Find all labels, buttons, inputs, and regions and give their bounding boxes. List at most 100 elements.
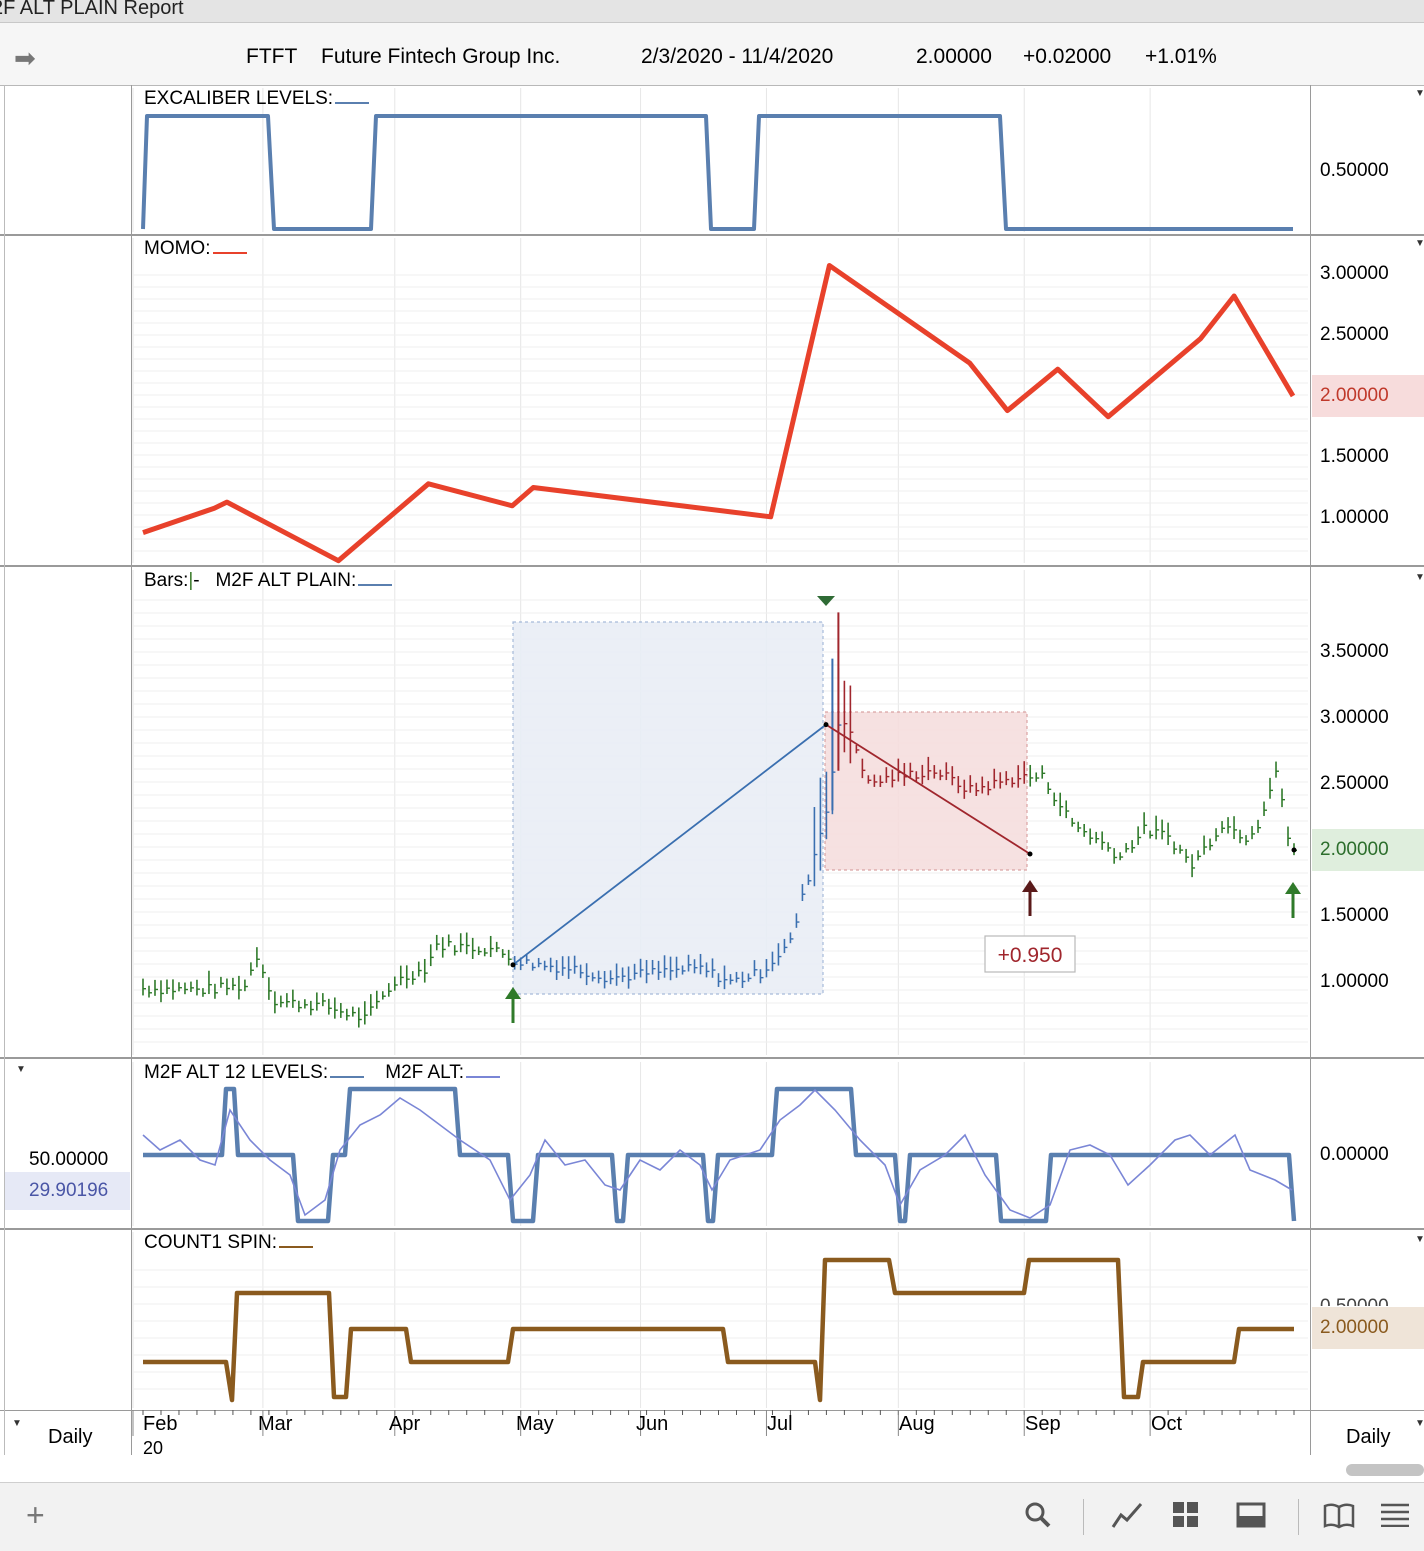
axis-divider <box>0 1410 1424 1411</box>
grid-icon[interactable] <box>1172 1501 1200 1536</box>
exit-arrow-icon <box>1022 880 1038 892</box>
last-price: 2.00000 <box>916 45 992 68</box>
month-label: Aug <box>899 1413 935 1435</box>
arrow-right-icon[interactable]: ➡ <box>14 43 36 73</box>
pivot-point <box>1027 851 1033 857</box>
ytick: 2.50000 <box>1320 773 1389 794</box>
ytick-partial: 0.50000 <box>1320 1296 1389 1306</box>
period-left[interactable]: Daily <box>48 1426 93 1448</box>
menu-icon[interactable] <box>1380 1501 1410 1534</box>
ytick: 3.50000 <box>1320 641 1389 662</box>
spin-current-value: 2.00000 <box>1312 1307 1424 1349</box>
search-icon[interactable] <box>1024 1501 1052 1536</box>
spin-label: COUNT1 SPIN: <box>144 1232 314 1254</box>
momo-label: MOMO: <box>144 238 247 260</box>
panel-menu-icon[interactable]: ▼ <box>1415 572 1424 583</box>
bars-current-value: 2.00000 <box>1312 829 1424 871</box>
ytick: 3.00000 <box>1320 263 1389 284</box>
alt12-left-value: 50.00000 <box>29 1149 109 1170</box>
momo-line <box>142 263 1296 564</box>
symbol-header: ➡ FTFT Future Fintech Group Inc. 2/3/202… <box>0 23 1424 86</box>
toolbar-separator <box>1298 1499 1299 1535</box>
excaliber-label: EXCALIBER LEVELS: <box>144 88 370 110</box>
m2f-plain-up <box>512 723 827 966</box>
annotation-text: +0.950 <box>998 944 1063 967</box>
panel-menu-icon[interactable]: ▼ <box>1415 238 1424 249</box>
sell-marker-icon <box>817 596 835 606</box>
bottom-toolbar: + <box>0 1482 1424 1551</box>
ytick: 1.50000 <box>1320 446 1389 467</box>
plain-label-text: M2F ALT PLAIN: <box>215 570 357 591</box>
alt12-left-current-text: 29.90196 <box>29 1180 109 1201</box>
symbol: FTFT <box>246 45 298 68</box>
window-title: 2F ALT PLAIN Report <box>0 0 184 19</box>
left-border <box>4 85 5 1455</box>
buy-arrow-icon <box>1285 882 1301 894</box>
company-name: Future Fintech Group Inc. <box>321 45 561 68</box>
period-right[interactable]: Daily <box>1346 1426 1391 1448</box>
panel-divider[interactable] <box>0 1228 1424 1230</box>
uptrend-box <box>512 621 824 995</box>
spin-current-text: 2.00000 <box>1320 1317 1389 1338</box>
year-label: 20 <box>143 1438 164 1458</box>
panel-menu-icon[interactable]: ▼ <box>16 1064 26 1075</box>
month-label: Jun <box>636 1413 669 1435</box>
spin-label-text: COUNT1 SPIN: <box>144 1232 278 1253</box>
panel-menu-icon[interactable]: ▼ <box>1415 1234 1424 1245</box>
excaliber-label-text: EXCALIBER LEVELS: <box>144 88 334 109</box>
panel-divider[interactable] <box>0 1057 1424 1059</box>
period-menu-icon[interactable]: ▼ <box>1415 1418 1424 1429</box>
date-range: 2/3/2020 - 11/4/2020 <box>641 45 834 68</box>
m2f-levels-line <box>143 1086 1297 1224</box>
pivot-point <box>1291 847 1297 853</box>
downtrend-box <box>824 711 1028 871</box>
alt12-label: M2F ALT 12 LEVELS: M2F ALT: <box>144 1062 501 1084</box>
panel-divider[interactable] <box>0 234 1424 236</box>
count1-spin-line <box>143 1257 1294 1403</box>
price-change-pct: +1.01% <box>1145 45 1217 68</box>
panel-divider[interactable] <box>0 565 1424 567</box>
right-axis-border <box>1310 85 1311 1455</box>
buy-arrow-icon <box>505 987 521 999</box>
ytick: 3.00000 <box>1320 707 1389 728</box>
ytick: 1.00000 <box>1320 971 1389 992</box>
m2f-alt-line <box>142 1088 1293 1219</box>
pivot-point <box>823 722 829 728</box>
left-axis-border <box>131 85 132 1455</box>
draw-icon[interactable] <box>1111 1501 1143 1536</box>
month-label: Mar <box>258 1413 293 1435</box>
period-menu-icon[interactable]: ▼ <box>12 1418 22 1429</box>
momo-current-text: 2.00000 <box>1320 385 1389 406</box>
momo-current-value: 2.00000 <box>1312 375 1424 417</box>
month-label: Jul <box>767 1413 793 1435</box>
ytick: 0.50000 <box>1320 160 1389 181</box>
layout-icon[interactable] <box>1236 1501 1266 1536</box>
alt-label-text: M2F ALT: <box>385 1062 465 1083</box>
m2f-plain-down <box>825 723 1031 855</box>
ytick: 1.50000 <box>1320 905 1389 926</box>
alt12-levels-label-text: M2F ALT 12 LEVELS: <box>144 1062 329 1083</box>
ytick: 2.50000 <box>1320 324 1389 345</box>
horizontal-scrollbar[interactable] <box>1346 1464 1424 1476</box>
ytick: 1.00000 <box>1320 507 1389 528</box>
ytick: 0.00000 <box>1320 1144 1389 1165</box>
bars-label: Bars:|- M2F ALT PLAIN: <box>144 570 393 592</box>
price-change: +0.02000 <box>1023 45 1112 68</box>
window-titlebar: 2F ALT PLAIN Report <box>0 0 1424 23</box>
month-label: Feb <box>143 1413 178 1435</box>
momo-label-text: MOMO: <box>144 238 211 259</box>
add-button[interactable]: + <box>26 1497 45 1533</box>
book-icon[interactable] <box>1323 1501 1355 1536</box>
pivot-point <box>510 962 516 968</box>
toolbar-separator <box>1083 1499 1084 1535</box>
bars-label-text: Bars: <box>144 570 189 591</box>
month-label: Oct <box>1151 1413 1183 1435</box>
month-label: Sep <box>1025 1413 1061 1435</box>
month-label: Apr <box>389 1413 421 1435</box>
annotation-box <box>984 935 1076 973</box>
panel-menu-icon[interactable]: ▼ <box>1415 88 1424 99</box>
month-label: May <box>516 1413 554 1435</box>
bars-current-text: 2.00000 <box>1320 839 1389 860</box>
alt12-left-current: 29.90196 <box>5 1172 130 1210</box>
